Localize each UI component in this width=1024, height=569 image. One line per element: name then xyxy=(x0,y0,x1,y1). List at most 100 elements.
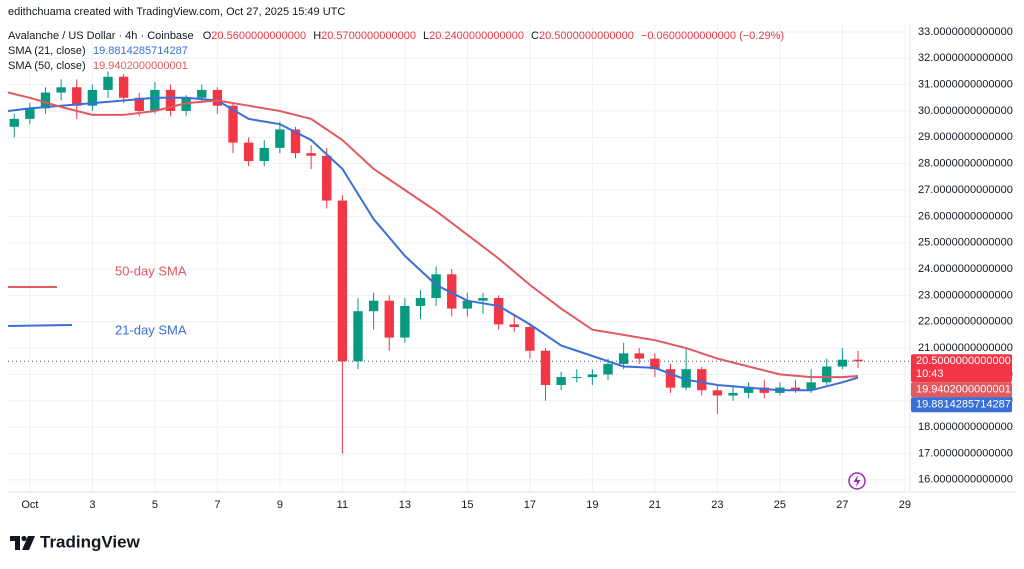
candle-body xyxy=(322,155,332,201)
candle-body xyxy=(697,369,707,391)
candle-body xyxy=(40,92,51,109)
x-tick-label: 19 xyxy=(586,499,598,511)
candle-body xyxy=(853,359,863,362)
candle-body xyxy=(681,369,691,388)
ohlc-key: C xyxy=(531,30,539,42)
x-tick-label: 11 xyxy=(337,499,348,511)
indicator-label: SMA (50, close) xyxy=(8,60,86,72)
candle-body xyxy=(665,369,676,388)
candle-body xyxy=(728,392,738,396)
logo xyxy=(10,535,35,550)
candle-body xyxy=(618,353,629,364)
y-tick-label: 23.0000000000000 xyxy=(918,289,1013,301)
candle-body xyxy=(822,366,832,383)
candle-body xyxy=(556,377,566,385)
candle-body xyxy=(259,147,269,162)
x-tick-label: 9 xyxy=(277,499,283,511)
candle-body xyxy=(759,387,769,393)
sma-tag xyxy=(911,382,1012,398)
y-tick-label: 24.0000000000000 xyxy=(918,263,1013,275)
price-tag xyxy=(911,354,1012,383)
alert-icon[interactable] xyxy=(848,472,866,490)
x-tick-label: 29 xyxy=(899,499,911,511)
symbol: Avalanche / US Dollar · 4h · Coinbase xyxy=(8,30,194,42)
x-tick-label: 27 xyxy=(836,499,848,511)
candle-body xyxy=(540,350,551,385)
y-tick-label: 33.0000000000000 xyxy=(918,26,1013,38)
candle-body xyxy=(587,374,598,378)
ohlc-value: 20.2400000000000 xyxy=(429,30,524,42)
ohlc-value: 20.5700000000000 xyxy=(321,30,416,42)
candle-body xyxy=(243,142,254,162)
candle-body xyxy=(525,327,535,351)
y-tick-label: 27.0000000000000 xyxy=(918,184,1013,196)
plot-area xyxy=(7,71,910,454)
candle-body xyxy=(384,300,394,338)
legend-symbol: Avalanche / US Dollar · 4h · Coinbase O 2… xyxy=(8,30,784,42)
y-tick-label: 17.0000000000000 xyxy=(918,447,1013,459)
change: −0.0600000000000 (−0.29%) xyxy=(641,30,784,42)
candle-body xyxy=(165,89,176,111)
candle-body xyxy=(197,89,207,98)
axes: 16.0000000000000 17.0000000000000 18.00000… xyxy=(21,26,1013,511)
indicator-value: 19.9402000000001 xyxy=(93,60,188,72)
candle-body xyxy=(509,324,519,328)
candle-body xyxy=(306,153,316,156)
candle-body xyxy=(603,363,613,375)
sma-tag xyxy=(911,397,1012,413)
ohlc-key: O xyxy=(203,30,212,42)
candle-body xyxy=(56,87,66,93)
candle-body xyxy=(650,358,660,370)
y-tick-label: 16.0000000000000 xyxy=(918,474,1013,486)
y-tick-label: 30.0000000000000 xyxy=(918,105,1013,117)
y-tick-label: 28.0000000000000 xyxy=(918,158,1013,170)
candle-body xyxy=(337,200,348,362)
brand: TradingView xyxy=(40,532,141,551)
candle-body xyxy=(25,108,35,119)
y-tick-label: 18.0000000000000 xyxy=(918,421,1013,433)
sma-tag-label: 19.8814285714287 xyxy=(916,399,1011,411)
candle-body xyxy=(462,300,473,309)
candle-body xyxy=(87,89,98,106)
indicator-label: SMA (21, close) xyxy=(8,45,86,57)
candle-body xyxy=(103,76,113,90)
candle-body xyxy=(353,311,363,362)
ohlc-value: 20.5000000000000 xyxy=(539,30,634,42)
y-tick-label: 21.0000000000000 xyxy=(918,342,1013,354)
candle-body xyxy=(150,89,160,111)
annotation-line xyxy=(7,324,73,327)
credit: edithchuama created with TradingView.com… xyxy=(8,6,345,18)
price-tag-label: 20.5000000000000 xyxy=(916,355,1011,367)
y-tick-label: 29.0000000000000 xyxy=(918,131,1013,143)
x-tick-label: 15 xyxy=(461,499,473,511)
x-tick-label: 3 xyxy=(89,499,95,511)
sma-line xyxy=(7,96,859,392)
candle-body xyxy=(400,305,410,338)
indicator-value: 19.8814285714287 xyxy=(93,45,188,57)
x-tick-label: 13 xyxy=(399,499,411,511)
candle-body xyxy=(118,76,129,98)
candle-body xyxy=(181,97,191,111)
x-tick-label: 7 xyxy=(214,499,220,511)
x-tick-label: 17 xyxy=(524,499,536,511)
candle-body xyxy=(572,377,582,379)
annotation: 50-day SMA xyxy=(115,263,187,278)
candle-body xyxy=(275,129,285,148)
candle-body xyxy=(634,353,644,359)
y-tick-label: 25.0000000000000 xyxy=(918,237,1013,249)
sma-tag-label: 19.9402000000001 xyxy=(916,384,1011,396)
candle-body xyxy=(447,274,457,309)
y-tick-label: 26.0000000000000 xyxy=(918,210,1013,222)
candle-body xyxy=(9,118,19,127)
candle-body xyxy=(837,359,848,367)
sma-line xyxy=(7,91,859,379)
countdown: 10:43 xyxy=(916,368,944,380)
x-tick-label: 23 xyxy=(711,499,723,511)
candle-body xyxy=(134,97,144,111)
grid xyxy=(8,24,910,492)
candle-body xyxy=(228,105,238,143)
